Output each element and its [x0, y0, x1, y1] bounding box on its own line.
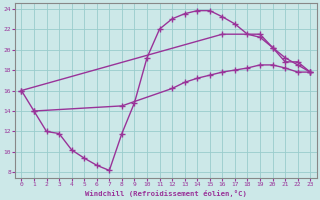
X-axis label: Windchill (Refroidissement éolien,°C): Windchill (Refroidissement éolien,°C)	[85, 190, 247, 197]
